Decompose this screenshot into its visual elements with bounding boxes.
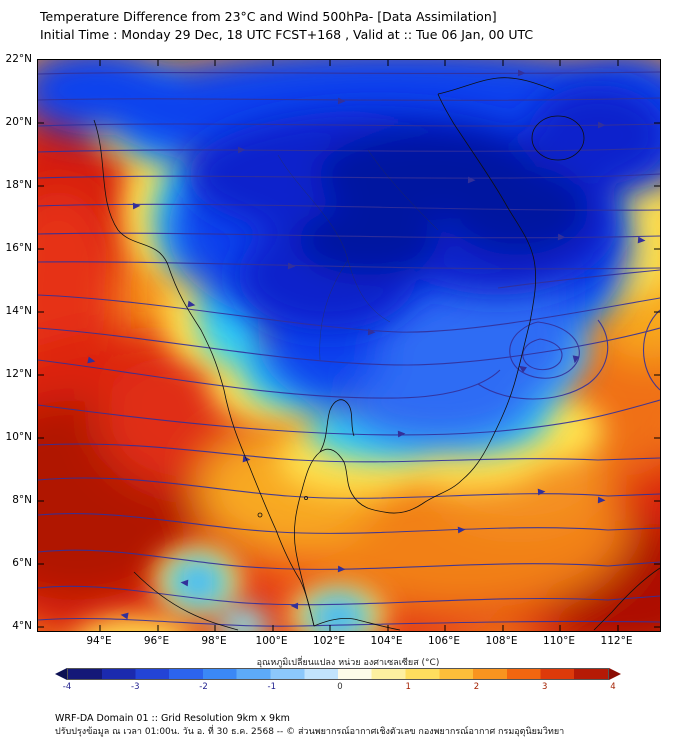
- lat-tick-label: 18°N: [5, 179, 32, 191]
- colorbar-tick: -4: [62, 682, 72, 692]
- footer-update-info: ปรับปรุงข้อมูล ณ เวลา 01:00น. วัน อ. ที่…: [55, 727, 565, 737]
- colorbar-right-arrow: [609, 668, 621, 680]
- map-canvas: [38, 60, 660, 631]
- lat-tick-label: 14°N: [5, 305, 32, 317]
- colorbar: [55, 668, 621, 680]
- colorbar-tick: 1: [405, 682, 411, 692]
- lon-tick-label: 108°E: [485, 635, 518, 647]
- colorbar-tick: 0: [337, 682, 343, 692]
- lon-tick-label: 110°E: [543, 635, 575, 647]
- lat-tick-label: 16°N: [5, 242, 32, 254]
- coastline-layer: [93, 77, 660, 631]
- lat-tick-label: 20°N: [5, 116, 32, 128]
- lon-tick-label: 106°E: [428, 635, 460, 647]
- lon-tick-label: 100°E: [255, 635, 288, 647]
- wind-streamlines-layer: [38, 71, 660, 627]
- colorbar-tick: 4: [610, 682, 616, 692]
- lon-tick-label: 98°E: [201, 635, 227, 647]
- lon-tick-label: 94°E: [86, 635, 112, 647]
- lon-axis: 94°E 96°E 98°E 100°E 102°E 104°E 106°E 1…: [37, 635, 659, 649]
- axis-ticks: [38, 60, 660, 631]
- lat-tick-label: 10°N: [5, 431, 32, 443]
- colorbar-tick: -3: [131, 682, 140, 692]
- lon-tick-label: 104°E: [370, 635, 403, 647]
- lon-tick-label: 112°E: [600, 635, 633, 647]
- border-river-layer: [277, 149, 439, 361]
- lat-axis: 22°N 20°N 18°N 16°N 14°N 12°N 10°N 8°N 6…: [0, 53, 35, 632]
- heatmap-layer: [38, 60, 660, 631]
- colorbar-left-arrow: [55, 668, 67, 680]
- chart-header: Temperature Difference from 23°C and Win…: [40, 8, 533, 44]
- lat-tick-label: 6°N: [12, 557, 32, 569]
- colorbar-tick-labels: -4 -3 -2 -1 0 1 2 3 4: [55, 682, 621, 694]
- colorbar-tick: 2: [473, 682, 480, 692]
- map-plot-area: [37, 59, 661, 632]
- colorbar-tick: 3: [542, 682, 548, 692]
- lon-tick-label: 102°E: [313, 635, 345, 647]
- lat-tick-label: 22°N: [5, 53, 32, 65]
- chart-title: Temperature Difference from 23°C and Win…: [40, 9, 497, 24]
- chart-subtitle: Initial Time : Monday 29 Dec, 18 UTC FCS…: [40, 27, 534, 42]
- colorbar-gradient: [67, 668, 609, 680]
- colorbar-tick: -2: [199, 682, 208, 692]
- footer-domain-info: WRF-DA Domain 01 :: Grid Resolution 9km …: [55, 713, 290, 724]
- lat-tick-label: 12°N: [5, 368, 32, 380]
- colorbar-tick: -1: [267, 682, 276, 692]
- lat-tick-label: 4°N: [12, 620, 32, 632]
- lat-tick-label: 8°N: [12, 494, 32, 506]
- colorbar-title: อุณหภูมิเปลี่ยนแปลง หน่วย องศาเซลเซียส (…: [256, 658, 440, 668]
- footer: WRF-DA Domain 01 :: Grid Resolution 9km …: [55, 712, 564, 739]
- lon-tick-label: 96°E: [143, 635, 170, 647]
